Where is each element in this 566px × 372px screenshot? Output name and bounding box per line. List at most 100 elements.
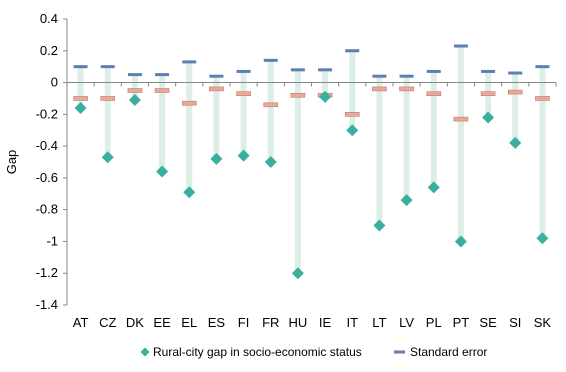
- se-lower-lv: [399, 86, 414, 92]
- gap-point-lt: [373, 219, 386, 232]
- x-tick-label-es: ES: [208, 315, 226, 330]
- stem-el: [186, 61, 193, 193]
- legend-label-gap: Rural-city gap in socio-economic status: [153, 345, 362, 359]
- x-tick-label-sk: SK: [534, 315, 552, 330]
- gap-point-es: [210, 152, 223, 165]
- gap-point-pl: [427, 181, 440, 194]
- se-lower-se: [480, 91, 496, 96]
- y-tick-label: 0.4: [40, 11, 58, 26]
- se-upper-dk: [127, 73, 142, 77]
- stem-ie: [322, 69, 329, 97]
- stem-pl: [430, 71, 437, 188]
- stem-at: [77, 66, 84, 108]
- se-lower-fi: [236, 91, 251, 96]
- stem-pt: [457, 46, 464, 242]
- se-upper-at: [73, 65, 88, 69]
- stem-fr: [267, 60, 274, 162]
- x-tick-label-lt: LT: [372, 315, 386, 330]
- se-upper-lv: [399, 74, 414, 78]
- se-upper-el: [182, 60, 197, 64]
- legend: Rural-city gap in socio-economic status …: [140, 345, 487, 359]
- gap-point-fr: [264, 156, 277, 168]
- y-axis-title: Gap: [4, 150, 19, 175]
- y-tick-label: -1.2: [36, 265, 58, 280]
- gap-point-ie: [319, 90, 332, 103]
- se-upper-es: [209, 74, 224, 78]
- gap-point-pt: [454, 235, 467, 248]
- y-tick-label: -1.4: [36, 297, 58, 312]
- gap-point-dk: [128, 94, 141, 107]
- stem-es: [213, 76, 220, 159]
- se-upper-sk: [535, 65, 550, 69]
- x-tick-label-se: SE: [479, 315, 497, 330]
- stem-hu: [294, 69, 301, 274]
- se-lower-fr: [263, 102, 279, 108]
- stem-lv: [403, 76, 410, 201]
- se-upper-ee: [155, 73, 170, 77]
- x-tick-label-lv: LV: [399, 315, 414, 330]
- se-lower-dk: [127, 88, 143, 93]
- x-tick-label-fr: FR: [262, 315, 279, 330]
- x-tick-label-el: EL: [181, 315, 197, 330]
- se-upper-se: [481, 69, 496, 73]
- se-lower-pt: [453, 116, 469, 122]
- x-tick-label-dk: DK: [126, 315, 144, 330]
- x-tick-label-it: IT: [346, 315, 358, 330]
- se-lower-es: [209, 86, 224, 92]
- x-tick-label-ee: EE: [153, 315, 171, 330]
- x-tick-label-at: AT: [73, 315, 89, 330]
- se-lower-sk: [535, 96, 550, 101]
- y-tick-labels: 0.4 0.2 0 -0.2 -0.4 -0.6 -0.8 -1 -1.2 -1.4: [36, 11, 58, 312]
- se-lower-el: [181, 100, 197, 106]
- y-tick-label: -0.8: [36, 202, 58, 217]
- gap-point-cz: [101, 151, 114, 164]
- y-tick-label: 0: [51, 75, 58, 90]
- gap-point-si: [509, 136, 522, 149]
- x-tick-label-fi: FI: [238, 315, 250, 330]
- gap-points: [74, 90, 549, 280]
- legend-dash-marker: [394, 350, 405, 354]
- se-lower-si: [507, 89, 523, 95]
- y-tick-label: -1: [46, 233, 58, 248]
- x-tick-label-ie: IE: [319, 315, 332, 330]
- y-tick-label: -0.2: [36, 106, 58, 121]
- x-tick-label-pl: PL: [426, 315, 442, 330]
- legend-diamond-marker: [140, 347, 150, 357]
- stem-dk: [131, 74, 138, 101]
- gap-point-sk: [536, 232, 549, 245]
- se-upper-fr: [263, 58, 278, 62]
- y-tick-label: 0.2: [40, 43, 58, 58]
- stem-fi: [240, 71, 247, 156]
- se-upper-lt: [372, 74, 387, 78]
- gap-point-hu: [291, 267, 304, 280]
- y-tick-label: -0.6: [36, 170, 58, 185]
- se-lower-ee: [154, 88, 170, 93]
- se-lower-hu: [290, 92, 306, 98]
- se-upper-cz: [100, 65, 115, 69]
- gap-point-lv: [400, 194, 413, 207]
- error-range-stems: [77, 46, 546, 274]
- x-tick-labels: AT CZ DK EE EL ES FI FR HU IE IT LT LV PL PT SE SI SK: [73, 315, 552, 330]
- se-upper-pt: [453, 44, 468, 48]
- stem-lt: [376, 76, 383, 226]
- x-tick-label-hu: HU: [289, 315, 308, 330]
- stem-cz: [104, 66, 111, 158]
- se-lower-pl: [426, 91, 442, 96]
- legend-label-standard-error: Standard error: [410, 345, 487, 359]
- x-tick-label-cz: CZ: [99, 315, 116, 330]
- se-upper-it: [345, 49, 360, 53]
- gap-point-ee: [156, 165, 169, 178]
- se-upper-ie: [318, 68, 333, 72]
- gap-point-fi: [237, 149, 250, 162]
- gap-point-at: [74, 101, 87, 114]
- se-upper-pl: [426, 69, 441, 73]
- y-tick-label: -0.4: [36, 138, 58, 153]
- x-tick-label-pt: PT: [453, 315, 470, 330]
- gap-point-se: [482, 111, 495, 124]
- standard-error-marks: [73, 44, 550, 122]
- se-upper-fi: [236, 69, 251, 73]
- se-lower-cz: [100, 96, 116, 101]
- stem-it: [349, 50, 356, 131]
